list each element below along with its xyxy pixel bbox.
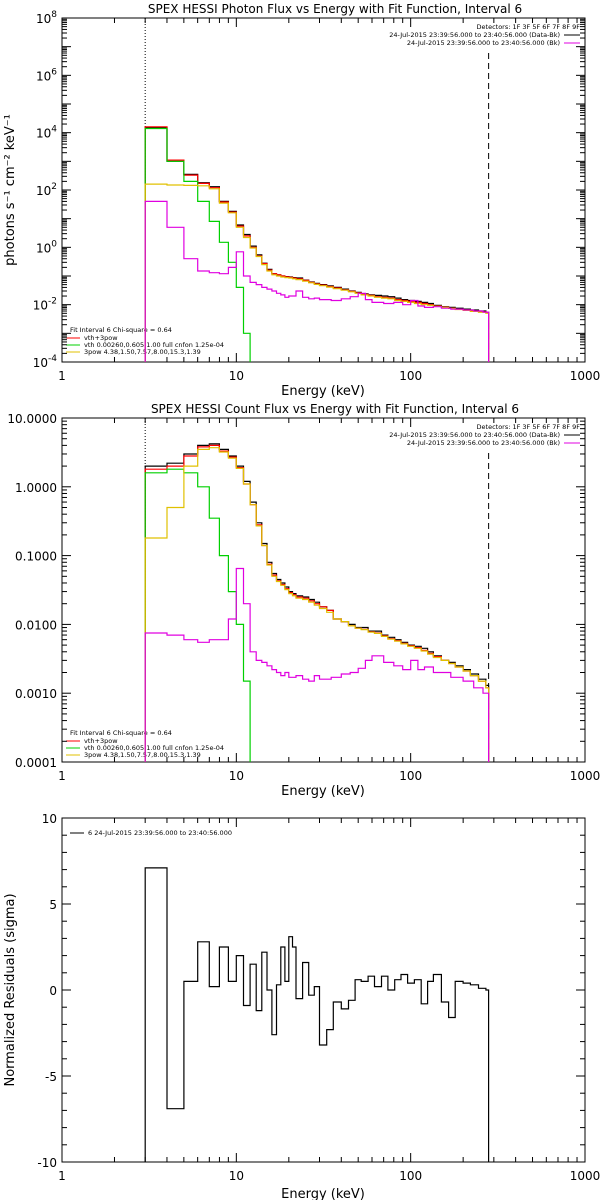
count-fit-legend-0: Fit Interval 6 Chi-square = 0.64 bbox=[70, 729, 172, 737]
photon-series-vth bbox=[144, 127, 251, 362]
photon-time-line-2: 24-Jul-2015 23:39:56.000 to 23:40:56.000… bbox=[407, 39, 560, 47]
photon-y-tick-label: 104 bbox=[36, 125, 57, 141]
photon-fit-legend-3: 3pow 4.38,1.50,7.57,8.00,15.3,1.39 bbox=[84, 348, 201, 356]
residuals-y-tick-label: -10 bbox=[37, 1156, 57, 1170]
count-y-tick-label: 0.0010 bbox=[15, 687, 57, 701]
photon-detectors: Detectors: 1F 3F 5F 6F 7F 8F 9F bbox=[477, 23, 581, 31]
residuals-y-axis-label: Normalized Residuals (sigma) bbox=[3, 893, 18, 1086]
residuals-y-tick-label: -5 bbox=[45, 1070, 57, 1084]
photon-y-tick-label: 100 bbox=[36, 239, 57, 255]
residuals-x-tick-label: 1000 bbox=[570, 1169, 600, 1183]
count-series-bk bbox=[144, 567, 490, 762]
count-series-3pow bbox=[144, 447, 490, 762]
count-series-data-bk bbox=[144, 443, 490, 762]
photon-series-data-bk bbox=[144, 127, 490, 362]
residuals-legend: 6 24-Jul-2015 23:39:56.000 to 23:40:56.0… bbox=[88, 829, 232, 837]
photon-x-tick-label: 10 bbox=[229, 369, 244, 383]
count-x-tick-label: 1 bbox=[58, 769, 66, 783]
residuals-y-tick-label: 10 bbox=[42, 812, 57, 826]
count-y-tick-label: 0.0001 bbox=[15, 756, 57, 770]
count-time-line-1: 24-Jul-2015 23:39:56.000 to 23:40:56.000… bbox=[389, 431, 560, 439]
count-y-tick-label: 0.0100 bbox=[15, 618, 57, 632]
photon-time-line-1: 24-Jul-2015 23:39:56.000 to 23:40:56.000… bbox=[389, 31, 560, 39]
count-fit-legend-2: vth 0.00260,0.605,1.00 full cnfon 1.25e-… bbox=[84, 744, 224, 752]
photon-fit-legend-0: Fit Interval 6 Chi-square = 0.64 bbox=[70, 326, 172, 334]
count-panel: SPEX HESSI Count Flux vs Energy with Fit… bbox=[61, 402, 586, 799]
photon-x-tick-label: 1000 bbox=[570, 369, 600, 383]
photon-series-3pow bbox=[144, 183, 490, 362]
count-y-tick-label: 0.1000 bbox=[15, 550, 57, 564]
count-y-tick-label: 10.0000 bbox=[7, 412, 57, 426]
count-y-tick-label: 1.0000 bbox=[15, 481, 57, 495]
photon-y-tick-label: 102 bbox=[36, 182, 57, 198]
photon-fit-legend-1: vth+3pow bbox=[84, 334, 118, 342]
count-marks: 1 10 100 1000 10.0000 1.0000 0.1000 0.0100 0.001… bbox=[7, 412, 600, 783]
photon-plot-frame bbox=[61, 17, 586, 363]
count-time-line-2: 24-Jul-2015 23:39:56.000 to 23:40:56.000… bbox=[407, 439, 560, 447]
photon-y-tick-label: 10-4 bbox=[33, 354, 58, 370]
photon-y-tick-label: 10-2 bbox=[33, 297, 57, 313]
count-x-tick-label: 1000 bbox=[570, 769, 600, 783]
photon-time-legend: 24-Jul-2015 23:39:56.000 to 23:40:56.000… bbox=[389, 31, 580, 47]
photon-marks: 1 10 100 1000 108 106 104 102 100 10-2 10-4 bbox=[33, 10, 600, 383]
photon-series-vth-3pow bbox=[144, 126, 490, 362]
count-chart-title: SPEX HESSI Count Flux vs Energy with Fit… bbox=[151, 402, 519, 416]
photon-y-tick-label: 106 bbox=[36, 67, 57, 83]
residuals-x-tick-label: 1 bbox=[58, 1169, 66, 1183]
count-x-tick-label: 10 bbox=[229, 769, 244, 783]
count-time-legend: 24-Jul-2015 23:39:56.000 to 23:40:56.000… bbox=[389, 431, 580, 447]
count-fit-legend-3: 3pow 4.38,1.50,7.57,8.00,15.3,1.39 bbox=[84, 751, 201, 759]
photon-x-tick-label: 100 bbox=[399, 369, 422, 383]
residuals-panel: 6 24-Jul-2015 23:39:56.000 to 23:40:56.0… bbox=[3, 817, 586, 1200]
residuals-marks: 1 10 100 1000 10 5 0 -5 -10 bbox=[37, 812, 600, 1183]
photon-x-axis-label: Energy (keV) bbox=[281, 384, 365, 399]
count-x-axis-label: Energy (keV) bbox=[281, 784, 365, 799]
photon-panel: SPEX HESSI Photon Flux vs Energy with Fi… bbox=[3, 2, 586, 399]
count-x-tick-label: 100 bbox=[399, 769, 422, 783]
residuals-y-tick-label: 5 bbox=[49, 898, 57, 912]
residuals-x-tick-label: 100 bbox=[399, 1169, 422, 1183]
photon-y-axis-label: photons s⁻¹ cm⁻² keV⁻¹ bbox=[3, 114, 18, 266]
photon-fit-legend-2: vth 0.00260,0.605,1.00 full cnfon 1.25e-… bbox=[84, 341, 224, 349]
count-detectors: Detectors: 1F 3F 5F 6F 7F 8F 9F bbox=[477, 423, 581, 431]
residuals-y-tick-label: 0 bbox=[49, 984, 57, 998]
count-series-vth-3pow bbox=[144, 444, 490, 762]
photon-series-bk bbox=[144, 200, 490, 362]
photon-x-tick-label: 1 bbox=[58, 369, 66, 383]
residuals-x-axis-label: Energy (keV) bbox=[281, 1187, 365, 1200]
count-fit-legend: Fit Interval 6 Chi-square = 0.64 vth+3po… bbox=[66, 729, 224, 759]
count-series-vth bbox=[144, 468, 251, 762]
count-plot-frame bbox=[61, 417, 586, 763]
residuals-x-tick-label: 10 bbox=[229, 1169, 244, 1183]
photon-chart-title: SPEX HESSI Photon Flux vs Energy with Fi… bbox=[148, 2, 522, 16]
count-fit-legend-1: vth+3pow bbox=[84, 737, 118, 745]
photon-fit-legend: Fit Interval 6 Chi-square = 0.64 vth+3po… bbox=[66, 326, 224, 356]
photon-y-tick-label: 108 bbox=[36, 10, 57, 26]
residuals-series-6-24-jul-2015-23-39-56-000-to-23-40-56-000 bbox=[144, 867, 490, 1162]
